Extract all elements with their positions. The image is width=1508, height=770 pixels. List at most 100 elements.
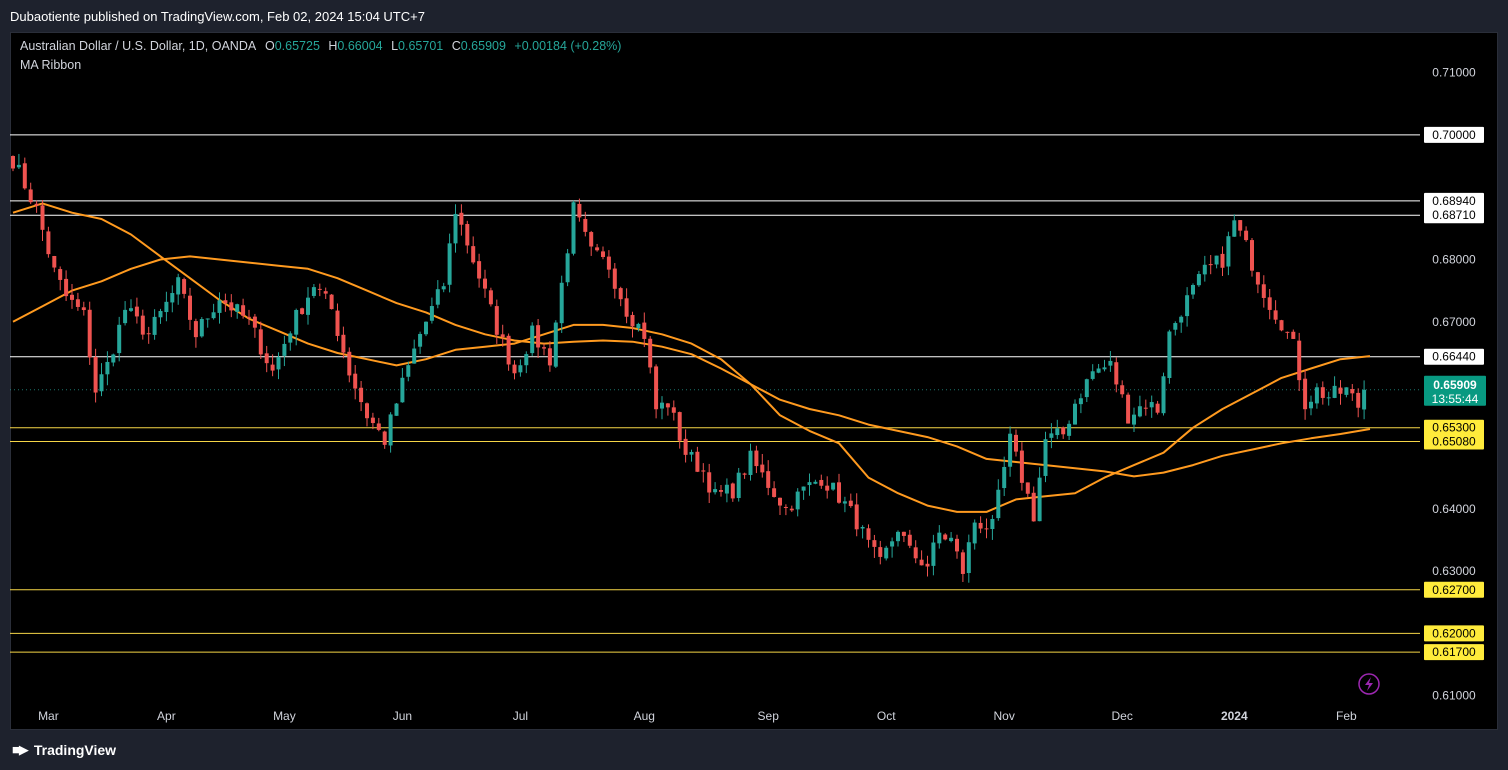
ma-line-0 [12, 202, 1371, 513]
candle [1220, 246, 1225, 277]
candle [648, 336, 653, 374]
candle [807, 473, 812, 496]
candle [1232, 214, 1237, 237]
candle-body [205, 318, 210, 320]
candle [34, 200, 39, 213]
candle-body [872, 540, 877, 547]
candle [471, 236, 476, 265]
candle [376, 417, 381, 432]
candle [359, 380, 364, 412]
candle [1102, 359, 1107, 372]
candle [223, 293, 228, 312]
candle-body [1055, 428, 1060, 436]
candle [1096, 363, 1101, 374]
candle-body [1220, 253, 1225, 268]
candle [943, 533, 948, 541]
chart-pane[interactable] [10, 32, 1498, 730]
candle-body [134, 306, 139, 317]
candle-body [288, 333, 293, 343]
candle-body [1267, 297, 1272, 310]
y-tick-label-1: 0.68000 [1432, 252, 1476, 266]
candle-body [329, 294, 334, 310]
candle-body [311, 287, 316, 296]
close-label: C [451, 39, 461, 53]
candle [1143, 399, 1148, 416]
candle [837, 473, 841, 504]
candle-body [713, 489, 718, 493]
candle-body [1037, 477, 1042, 522]
candle [93, 348, 98, 403]
candle [1084, 378, 1089, 403]
time-axis: Mar Apr May Jun Jul Aug Sep Oct Nov Dec 2024 Feb [38, 709, 1357, 723]
horizontal-levels [10, 134, 1420, 653]
candle-body [1061, 427, 1066, 435]
x-tick-label-2: May [273, 709, 296, 723]
candle-body [1285, 331, 1290, 333]
candle-body [1167, 331, 1172, 379]
candle-body [813, 481, 818, 484]
level-label-3: 0.66440 [1432, 350, 1476, 364]
candle [146, 326, 151, 344]
candle-body [972, 522, 977, 544]
candle-body [1255, 272, 1260, 285]
candle [1108, 350, 1113, 372]
candle-body [848, 500, 853, 507]
candle [1309, 395, 1313, 416]
high-value: 0.66004 [337, 39, 383, 53]
candle [636, 322, 641, 332]
candle [1114, 357, 1119, 393]
current-price-label: 0.65909 [1433, 378, 1477, 392]
lightning-icon[interactable] [1358, 673, 1380, 695]
candle [406, 361, 411, 382]
x-tick-label-7: Oct [877, 709, 896, 723]
candle-body [317, 288, 322, 290]
candle [1338, 380, 1343, 405]
candle [11, 155, 15, 172]
candle [341, 326, 346, 359]
candle-body [477, 261, 482, 279]
candle-body [937, 532, 942, 544]
candle [70, 283, 74, 309]
countdown-label: 13:55:44 [1432, 392, 1479, 406]
candle [972, 519, 977, 550]
candle-body [913, 547, 918, 559]
candle [1037, 467, 1042, 522]
candle-body [229, 302, 234, 311]
candle [193, 318, 198, 348]
candlesticks [11, 153, 1367, 583]
candle [736, 467, 741, 502]
candle [559, 275, 564, 333]
candle-body [211, 312, 216, 319]
candle-body [1208, 264, 1213, 266]
indicator-label[interactable]: MA Ribbon [20, 58, 82, 72]
x-tick-label-4: Jul [513, 709, 528, 723]
candle-body [854, 504, 859, 530]
candle-body [270, 364, 275, 371]
candle [347, 347, 352, 383]
candle-body [1326, 397, 1331, 399]
candle [152, 309, 157, 340]
candle [960, 549, 965, 582]
y-tick-label-3: 0.64000 [1432, 502, 1476, 516]
candle-body [365, 403, 369, 419]
candle [577, 198, 582, 222]
candle-body [825, 485, 830, 491]
candle [276, 352, 281, 380]
candle [16, 153, 21, 170]
candle [1350, 384, 1355, 401]
candle [606, 250, 611, 279]
candle [241, 298, 246, 319]
level-label-5: 0.65080 [1432, 434, 1476, 448]
candle-body [46, 231, 51, 255]
candle-body [801, 486, 806, 491]
candle [1078, 393, 1083, 414]
candle [819, 474, 824, 489]
tradingview-logo[interactable]: ■▶ TradingView [12, 742, 116, 758]
candle-body [1161, 376, 1166, 414]
candle-body [606, 256, 611, 270]
candle-body [1356, 392, 1361, 408]
candle [542, 343, 546, 356]
candle [1155, 400, 1160, 415]
open-value: 0.65725 [274, 39, 320, 53]
